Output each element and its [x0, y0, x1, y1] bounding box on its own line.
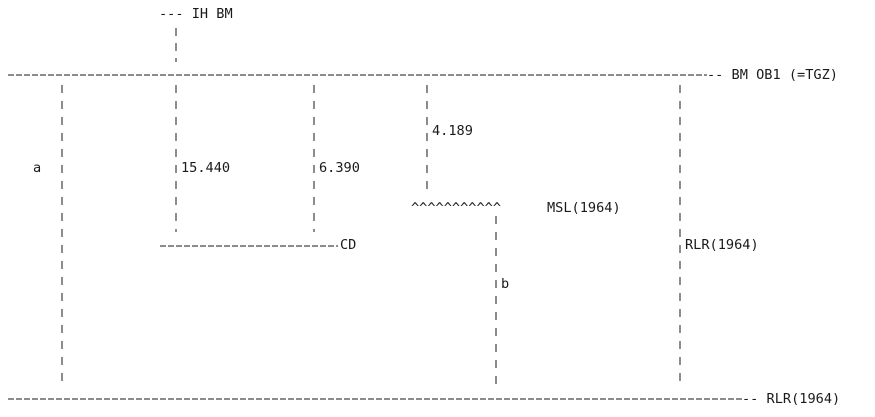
label-b: b	[501, 276, 510, 292]
rlr-side-label: RLR(1964)	[685, 237, 759, 253]
value-4189: 4.189	[432, 123, 473, 139]
label-a: a	[33, 160, 42, 176]
msl-label: MSL(1964)	[547, 200, 621, 216]
ih-bm-label: --- IH BM	[159, 6, 233, 22]
cd-label: CD	[340, 237, 357, 253]
value-15440: 15.440	[181, 160, 231, 176]
rlr-bottom-label: -- RLR(1964)	[742, 391, 841, 407]
bm-ob1-label: -- BM OB1 (=TGZ)	[707, 67, 838, 83]
value-6390: 6.390	[319, 160, 360, 176]
msl-wave: ^^^^^^^^^^^	[411, 200, 502, 216]
